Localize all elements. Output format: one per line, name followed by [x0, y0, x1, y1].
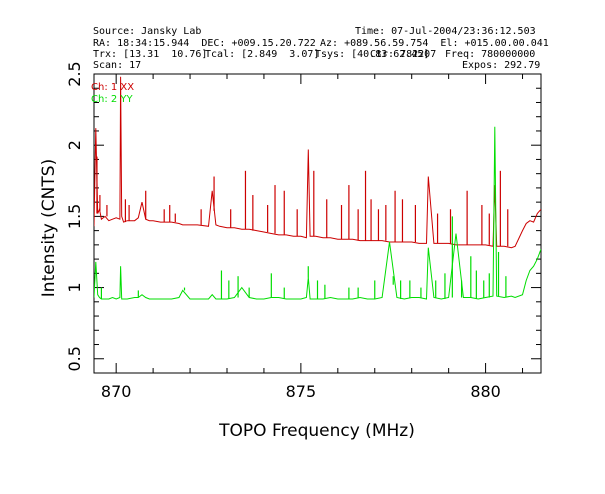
x-axis-label: TOPO Frequency (MHz): [218, 421, 415, 441]
header-tcal: Tcal: [2.849 3.07]: [205, 49, 320, 60]
x-tick-label: 880: [470, 382, 501, 401]
series-layer: [94, 76, 541, 300]
y-axis-label: Intensity (CNTS): [39, 159, 59, 297]
y-tick-label: 0.5: [65, 346, 84, 371]
y-tick-label: 2.5: [65, 61, 84, 86]
series-line-2: [94, 126, 541, 300]
y-tick-label: 1: [65, 282, 84, 292]
y-tick-label: 2: [65, 140, 84, 150]
x-tick-label: 870: [101, 382, 132, 401]
series-line-1: [94, 76, 541, 249]
header-az-el: Az: +089.56.59.754 El: +015.00.00.041: [320, 38, 549, 49]
header-trx: Trx: [13.31 10.76]: [93, 49, 208, 60]
x-tick-label: 875: [286, 382, 317, 401]
header-scan: Scan: 17: [93, 60, 142, 71]
header-freq: Freq: 780000000: [445, 49, 536, 60]
y-tick-label: 1.5: [65, 204, 84, 229]
plot-frame: [93, 73, 542, 374]
header-freq-overlap: Ctr: 782207: [370, 49, 437, 60]
header-tsys: Tsys: [40.83 62.45]: [315, 49, 430, 60]
legend-ch2: Ch: 2 YY: [91, 94, 134, 105]
legend-ch1: Ch: 1 XX: [91, 82, 134, 93]
header-time: Time: 07-Jul-2004/23:36:12.503: [355, 26, 536, 37]
header-expos: Expos: 292.79: [462, 60, 541, 71]
header-source: Source: Jansky Lab: [93, 26, 202, 37]
header-ra-dec: RA: 18:34:15.944 DEC: +009.15.20.722: [93, 38, 316, 49]
axis-ticks: 870 875 880 0.5 1 1.5 2 2.5: [65, 61, 541, 401]
